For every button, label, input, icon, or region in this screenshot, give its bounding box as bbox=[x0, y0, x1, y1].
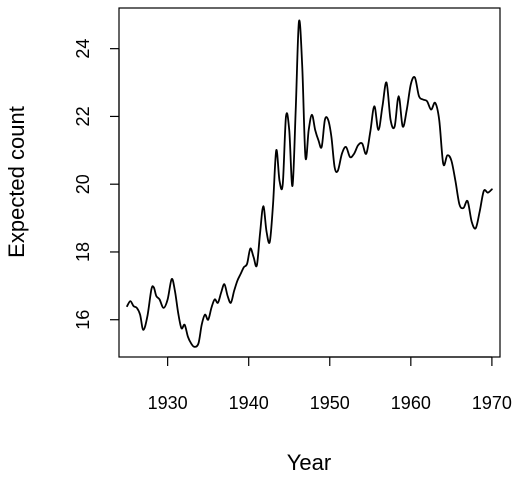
y-axis: 16 18 20 22 24 bbox=[73, 39, 120, 330]
x-tick-label: 1930 bbox=[148, 393, 188, 413]
y-tick-label: 16 bbox=[73, 310, 93, 330]
y-tick-label: 24 bbox=[73, 39, 93, 59]
x-tick-label: 1950 bbox=[310, 393, 350, 413]
series-line bbox=[126, 19, 493, 348]
x-axis: 1930 1940 1950 1960 1970 bbox=[148, 356, 512, 413]
x-tick-label: 1960 bbox=[391, 393, 431, 413]
x-tick-label: 1940 bbox=[229, 393, 269, 413]
y-tick-label: 20 bbox=[73, 174, 93, 194]
x-axis-label: Year bbox=[287, 450, 331, 475]
y-axis-label: Expected count bbox=[4, 106, 29, 258]
y-tick-label: 18 bbox=[73, 242, 93, 262]
y-tick-label: 22 bbox=[73, 106, 93, 126]
x-tick-label: 1970 bbox=[472, 393, 512, 413]
